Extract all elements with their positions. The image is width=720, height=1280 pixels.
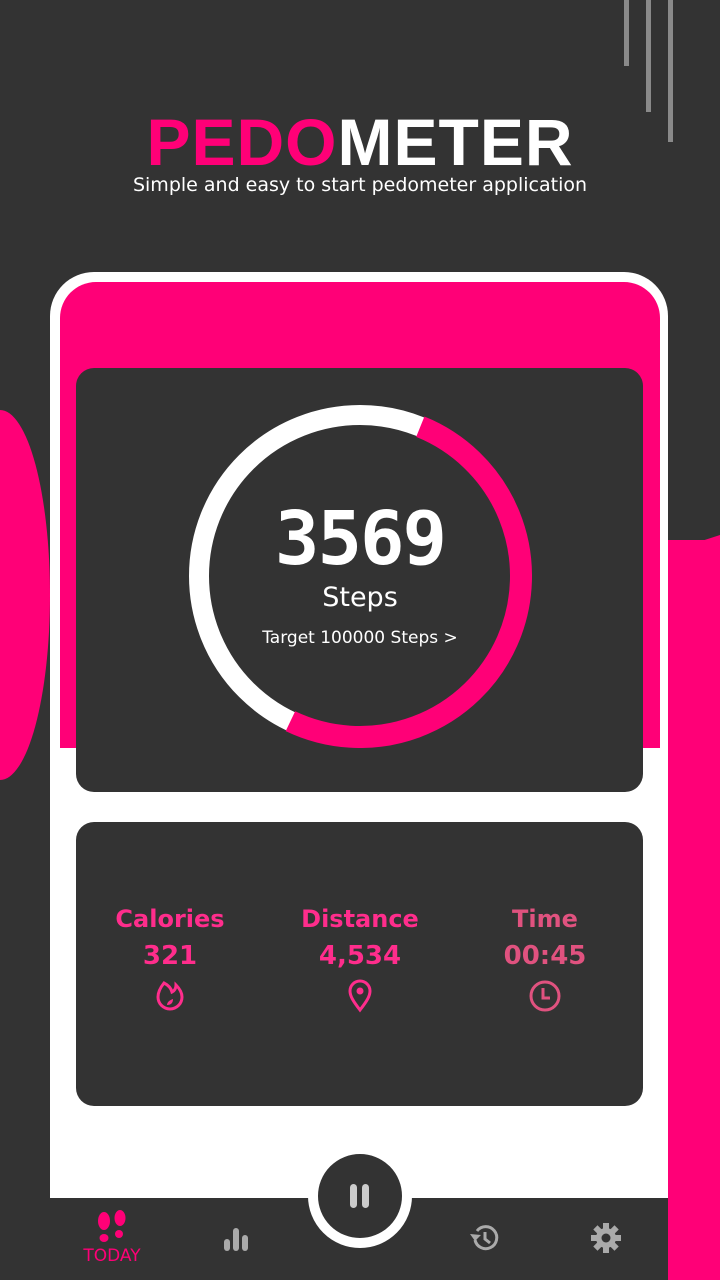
title-accent: PEDO (146, 105, 338, 179)
nav-stats[interactable] (196, 1208, 276, 1268)
stat-calories: Calories 321 (75, 905, 265, 1013)
flame-icon (75, 979, 265, 1013)
stat-value: 4,534 (318, 941, 402, 971)
location-pin-icon (265, 979, 455, 1013)
nav-label: TODAY (83, 1246, 141, 1266)
decor-bar (668, 0, 673, 142)
ring-progress (285, 416, 532, 748)
app-subtitle: Simple and easy to start pedometer appli… (132, 174, 588, 196)
step-count: 3569 (274, 496, 447, 582)
stat-label: Distance (301, 905, 419, 933)
stats-card (76, 822, 643, 1106)
stat-distance: Distance 4,534 (265, 905, 455, 1013)
title-rest: METER (337, 105, 574, 179)
decor-strip (668, 540, 720, 1280)
app-title: PEDOMETER (0, 104, 720, 180)
progress-card (76, 368, 643, 792)
decor-bar (624, 0, 629, 66)
history-icon (470, 1225, 499, 1251)
bar-chart-icon (224, 1228, 248, 1251)
pause-button[interactable] (308, 1144, 412, 1248)
stat-value: 00:45 (503, 941, 587, 971)
nav-settings[interactable] (566, 1208, 646, 1268)
steps-label: Steps (322, 582, 398, 613)
pause-icon (350, 1184, 369, 1208)
clock-icon (450, 979, 640, 1013)
footprints-icon (98, 1210, 126, 1242)
decor-bar (646, 0, 651, 112)
nav-today[interactable]: TODAY (72, 1208, 152, 1268)
decor-blob (0, 410, 50, 780)
progress-ring (189, 405, 532, 748)
stat-time: Time 00:45 (450, 905, 640, 1013)
gear-icon (591, 1223, 621, 1253)
nav-history[interactable] (444, 1208, 524, 1268)
stat-label: Time (512, 905, 578, 933)
target-link[interactable]: Target 100000 Steps > (262, 628, 458, 648)
stat-label: Calories (115, 905, 225, 933)
stat-value: 321 (142, 941, 198, 971)
